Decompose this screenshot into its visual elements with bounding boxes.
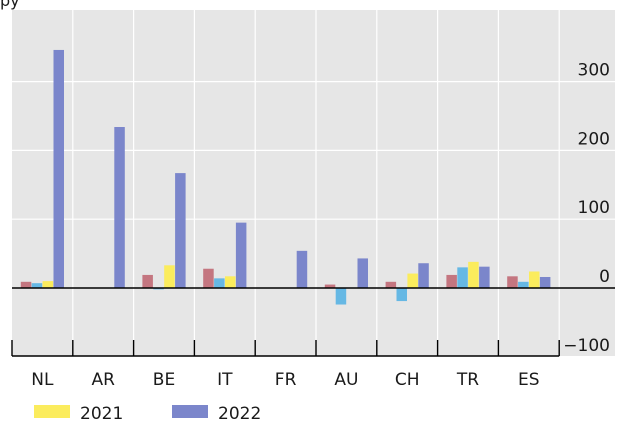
legend: 2021 2022 [34,404,261,423]
bar-tr-series-1 [446,274,457,288]
bars [20,49,551,305]
bar-be-series-1 [142,274,153,288]
bar-es-2022 [539,276,551,288]
x-tick-label-nl: NL [31,370,54,390]
plot-background [12,10,615,356]
bar-ch-2022 [418,263,429,288]
bar-es-series-1 [507,276,518,288]
x-tick-label-es: ES [518,370,540,390]
x-tick-label-ar: AR [91,370,115,390]
bar-fr-2022 [296,250,308,288]
x-tick-label-tr: TR [456,370,479,390]
bar-it-series-1 [203,268,214,288]
bar-ar-2022 [114,127,125,289]
bar-be-2021 [164,265,175,288]
x-tick-label-ch: CH [395,370,420,390]
cropped-heading-label: py [0,0,20,10]
bar-nl-2022 [53,49,64,289]
y-axis-ticks: −100 0 100 200 300 [563,61,610,356]
bar-nl-series-1 [20,281,32,288]
y-tick-label: 200 [578,129,610,149]
bar-au-series-1 [324,284,336,288]
bar-es-series-2 [518,281,529,288]
bar-tr-2022 [479,266,490,288]
bar-tr-2021 [468,261,479,288]
cropped-heading-text: py [0,0,80,10]
legend-label-2022: 2022 [218,404,261,423]
bar-ch-series-2 [396,288,407,302]
x-axis: NL AR BE IT FR AU CH TR ES [11,340,560,390]
gridlines [12,10,615,358]
x-tick-label-be: BE [153,370,175,390]
x-tick-label-it: IT [217,370,233,390]
bar-nl-series-2 [31,283,43,288]
x-tick-label-fr: FR [275,370,297,390]
bar-au-2022 [357,258,368,288]
bar-tr-series-2 [457,267,468,288]
bar-ch-2021 [407,273,418,288]
y-tick-label: 100 [578,198,610,218]
bar-ch-series-1 [385,281,397,288]
bar-au-series-2 [335,288,347,305]
bar-it-series-2 [214,278,225,288]
bar-be-2022 [175,173,186,288]
legend-swatch-2022 [172,405,208,418]
y-tick-label: −100 [563,336,610,356]
bar-nl-2021 [42,281,54,288]
bar-it-2021 [225,276,236,288]
bar-es-2021 [529,271,540,288]
y-tick-label: 300 [578,61,610,81]
legend-label-2021: 2021 [80,404,123,423]
y-tick-label: 0 [599,267,610,287]
legend-swatch-2021 [34,405,70,418]
bar-it-2022 [235,222,247,288]
x-tick-label-au: AU [334,370,358,390]
